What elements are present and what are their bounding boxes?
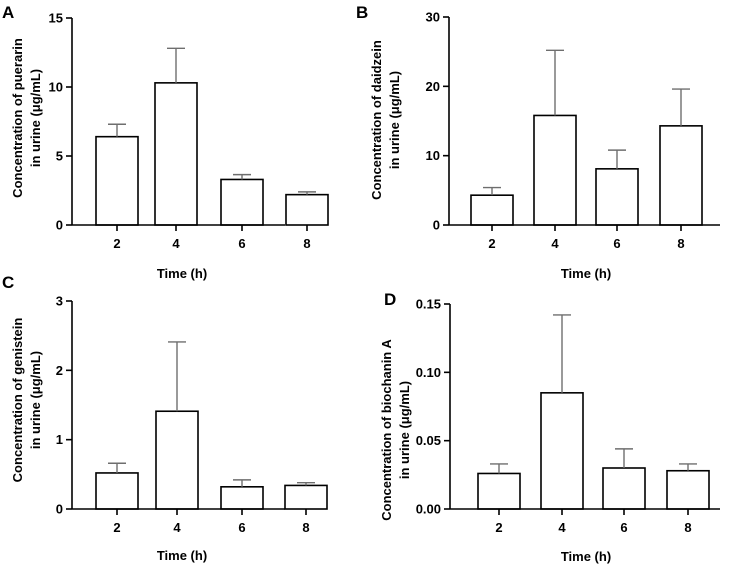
y-tick-label: 5 [56,149,63,164]
y-tick-label: 0.00 [416,502,441,517]
y-tick-label: 3 [56,294,63,309]
x-tick-label: 2 [495,520,502,535]
bar [533,114,577,226]
bar [154,82,198,226]
x-tick-label: 8 [302,520,309,535]
bar [595,168,639,226]
x-axis-title: Time (h) [561,549,611,564]
panel-b: B Concentration of daidzein in urine (μg… [356,3,720,281]
x-tick-label: 4 [551,236,559,251]
panel-letter: C [2,273,14,292]
y-axis-title-line-2: in urine (μg/mL) [28,69,43,167]
x-tick-label: 8 [303,236,310,251]
x-axis-title: Time (h) [157,548,207,563]
bar [285,193,329,226]
y-tick-label: 0 [433,218,440,233]
y-tick-label: 0 [56,502,63,517]
panel-c: C Concentration of genistein in urine (μ… [2,273,328,563]
bar [659,125,703,226]
y-axis-title-line-1: Concentration of biochanin A [379,339,394,521]
y-tick-label: 20 [426,79,440,94]
panel-a: A Concentration of puerarin in urine (μg… [2,3,329,281]
y-tick-label: 1 [56,432,63,447]
y-tick-label: 0 [56,218,63,233]
x-tick-label: 4 [172,236,180,251]
panel-d: D Concentration of biochanin A in urine … [379,290,720,564]
y-axis-title-line-1: Concentration of puerarin [10,38,25,198]
y-axis-title-line-2: in urine (μg/mL) [28,351,43,449]
x-tick-label: 6 [620,520,627,535]
y-tick-label: 30 [426,10,440,25]
y-tick-label: 0.15 [416,297,441,312]
y-axis-title-line-1: Concentration of daidzein [369,40,384,200]
x-axis-title: Time (h) [157,266,207,281]
bar [220,486,264,510]
x-tick-label: 4 [173,520,181,535]
bar [95,472,139,510]
x-tick-label: 8 [677,236,684,251]
bar [470,194,514,226]
panel-letter: B [356,3,368,22]
bar [155,410,199,510]
panel-letter: A [2,3,14,22]
y-axis-title-line-2: in urine (μg/mL) [397,381,412,479]
y-tick-label: 10 [426,148,440,163]
bar [477,472,521,510]
bar [602,467,646,510]
x-tick-label: 6 [613,236,620,251]
y-axis-title-line-1: Concentration of genistein [10,318,25,483]
x-tick-label: 2 [488,236,495,251]
bar [284,484,328,510]
y-tick-label: 0.05 [416,433,441,448]
bar [540,392,584,510]
x-tick-label: 4 [558,520,566,535]
bar [95,135,139,226]
x-tick-label: 2 [113,236,120,251]
x-tick-label: 6 [238,236,245,251]
x-tick-label: 8 [684,520,691,535]
y-axis-title-line-2: in urine (μg/mL) [387,71,402,169]
x-tick-label: 6 [238,520,245,535]
bar [666,469,710,510]
y-tick-label: 15 [49,11,63,26]
bar [220,178,264,226]
y-tick-label: 2 [56,363,63,378]
y-tick-label: 0.10 [416,365,441,380]
panel-letter: D [384,290,396,309]
x-tick-label: 2 [113,520,120,535]
x-axis-title: Time (h) [561,266,611,281]
y-tick-label: 10 [49,80,63,95]
